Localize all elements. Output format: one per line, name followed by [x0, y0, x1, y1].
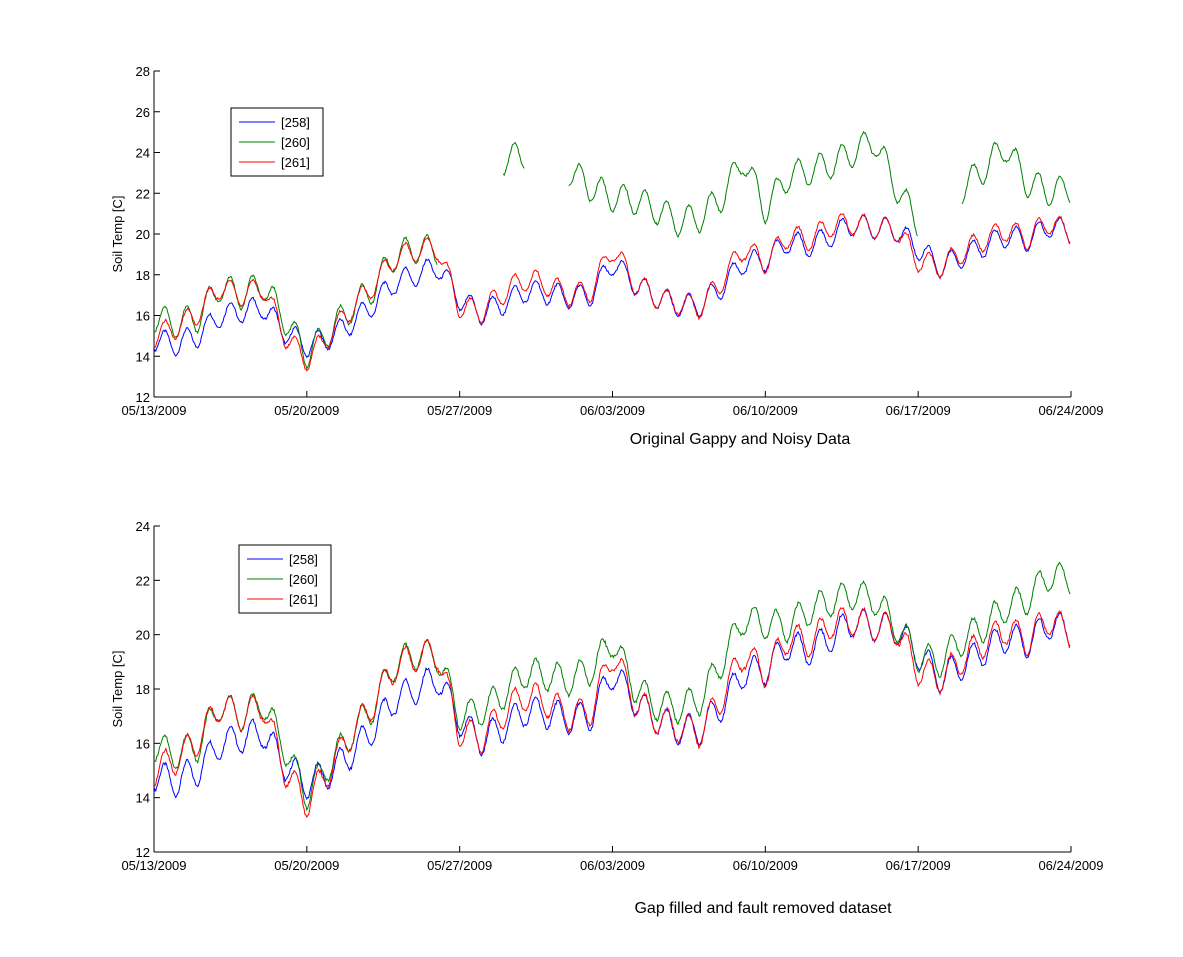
y-tick-label: 14 — [136, 791, 150, 806]
x-tick-label: 06/17/2009 — [886, 858, 951, 873]
top-chart-legend: [258] [260] [261] — [230, 107, 324, 177]
x-tick-label: 05/27/2009 — [427, 403, 492, 418]
bottom-chart-y-ticks: 12 14 16 18 20 22 24 — [136, 519, 160, 860]
x-tick-label: 06/10/2009 — [733, 858, 798, 873]
top-chart-y-ticks: 12 14 16 18 20 22 24 26 28 — [136, 64, 160, 405]
top-chart-series — [153, 130, 1071, 372]
series-line-258 — [153, 607, 1071, 801]
x-tick-label: 05/13/2009 — [121, 858, 186, 873]
legend-label: [258] — [289, 552, 318, 567]
y-tick-label: 24 — [136, 146, 150, 161]
bottom-chart-legend: [258] [260] [261] — [238, 544, 332, 614]
top-chart-caption: Original Gappy and Noisy Data — [630, 431, 851, 448]
y-tick-label: 24 — [136, 519, 150, 534]
bottom-chart-series — [153, 561, 1071, 819]
y-tick-label: 16 — [136, 736, 150, 751]
series-line-260 — [154, 561, 1071, 812]
y-tick-label: 22 — [136, 186, 150, 201]
top-chart-y-label: Soil Temp [C] — [110, 195, 125, 272]
legend-label: [261] — [281, 155, 310, 170]
x-tick-label: 06/03/2009 — [580, 403, 645, 418]
x-tick-label: 06/24/2009 — [1038, 403, 1103, 418]
y-tick-label: 20 — [136, 227, 150, 242]
top-chart-x-ticks: 05/13/2009 05/20/2009 05/27/2009 06/03/2009… — [121, 391, 1104, 418]
y-tick-label: 12 — [136, 845, 150, 860]
y-tick-label: 16 — [136, 309, 150, 324]
legend-label: [261] — [289, 592, 318, 607]
x-tick-label: 05/27/2009 — [427, 858, 492, 873]
series-line-258 — [153, 213, 1071, 359]
x-tick-label: 06/24/2009 — [1038, 858, 1103, 873]
y-tick-label: 22 — [136, 573, 150, 588]
y-tick-label: 20 — [136, 628, 150, 643]
legend-label: [260] — [281, 135, 310, 150]
bottom-chart-panel: 12 14 16 18 20 22 24 05/13/2009 05/20/2009 05/27… — [110, 519, 1104, 917]
x-tick-label: 05/20/2009 — [274, 403, 339, 418]
legend-label: [260] — [289, 572, 318, 587]
y-tick-label: 26 — [136, 105, 150, 120]
bottom-chart-caption: Gap filled and fault removed dataset — [634, 900, 892, 917]
y-tick-label: 18 — [136, 682, 150, 697]
series-line-261 — [153, 212, 1071, 372]
y-tick-label: 18 — [136, 268, 150, 283]
x-tick-label: 06/17/2009 — [886, 403, 951, 418]
y-tick-label: 14 — [136, 349, 150, 364]
x-tick-label: 05/20/2009 — [274, 858, 339, 873]
x-tick-label: 06/03/2009 — [580, 858, 645, 873]
series-line-261 — [153, 606, 1071, 819]
x-tick-label: 05/13/2009 — [121, 403, 186, 418]
bottom-chart-y-label: Soil Temp [C] — [110, 650, 125, 727]
x-tick-label: 06/10/2009 — [733, 403, 798, 418]
y-tick-label: 12 — [136, 390, 150, 405]
y-tick-label: 28 — [136, 64, 150, 79]
series-line-260 — [153, 130, 1071, 370]
legend-label: [258] — [281, 115, 310, 130]
bottom-chart-x-ticks: 05/13/2009 05/20/2009 05/27/2009 06/03/2009… — [121, 846, 1104, 873]
